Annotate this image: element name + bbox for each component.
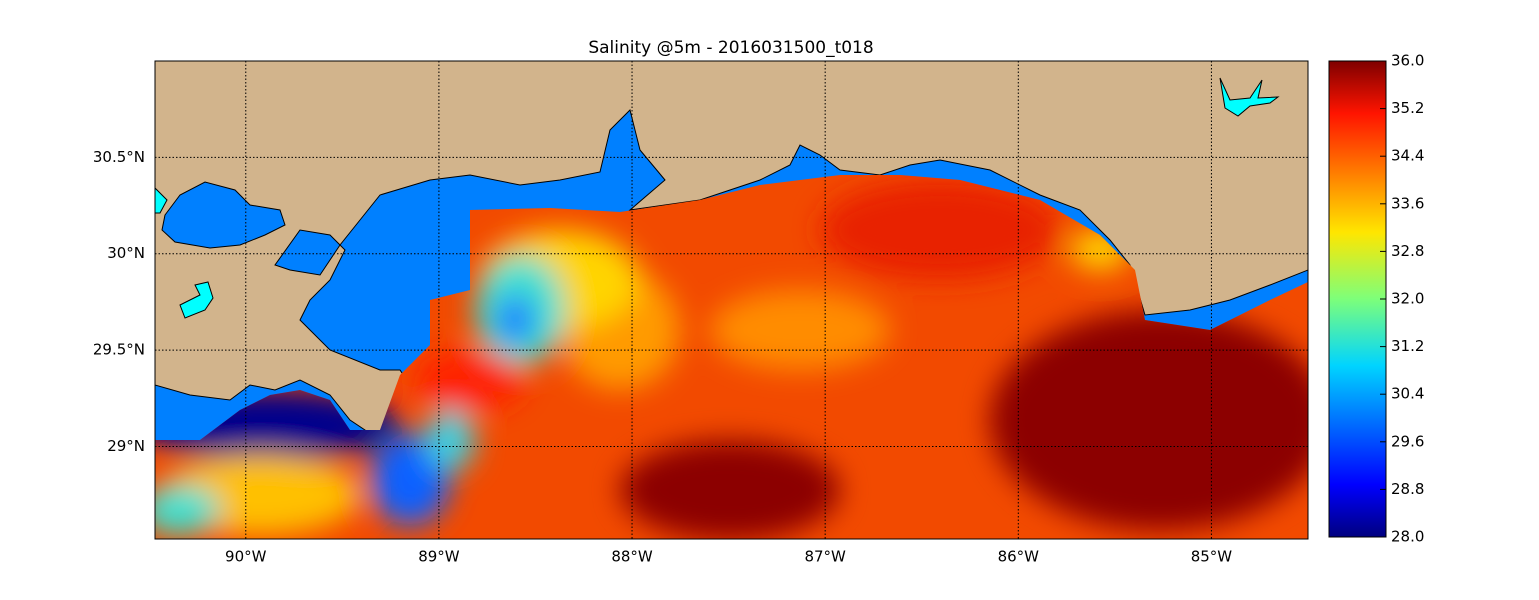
x-tick-label: 86°W: [998, 548, 1040, 566]
y-tick-label: 30.5°N: [93, 148, 145, 166]
x-tick-label: 85°W: [1191, 548, 1233, 566]
map-area: [155, 61, 1308, 539]
x-tick-label: 89°W: [418, 548, 460, 566]
colorbar: [1328, 60, 1387, 538]
lake-pontchartrain: [161, 181, 286, 249]
colorbar-tick-label: 36.0: [1391, 52, 1424, 70]
x-tick-label: 88°W: [611, 548, 653, 566]
lake-northeast: [1219, 77, 1280, 117]
colorbar-tick-label: 32.0: [1391, 290, 1424, 308]
colorbar-tick-label: 30.4: [1391, 385, 1424, 403]
map-title: Salinity @5m - 2016031500_t018: [588, 38, 873, 58]
y-tick-label: 30°N: [107, 244, 145, 262]
colorbar-tick-label: 34.4: [1391, 147, 1424, 165]
map-frame: [154, 60, 1309, 540]
colorbar-tick-label: 29.6: [1391, 432, 1424, 450]
y-tick-label: 29.5°N: [93, 341, 145, 359]
y-tick-label: 29°N: [107, 437, 145, 455]
colorbar-tick-label: 28.8: [1391, 480, 1424, 498]
colorbar-tick-label: 28.0: [1391, 528, 1424, 546]
x-tick-label: 87°W: [804, 548, 846, 566]
colorbar-tick-label: 33.6: [1391, 194, 1424, 212]
lake-left: [155, 187, 168, 214]
colorbar-tick-label: 32.8: [1391, 242, 1424, 260]
x-tick-label: 90°W: [225, 548, 267, 566]
lake-maurepas: [179, 281, 214, 319]
colorbar-tick-label: 35.2: [1391, 99, 1424, 117]
colorbar-tick-label: 31.2: [1391, 337, 1424, 355]
